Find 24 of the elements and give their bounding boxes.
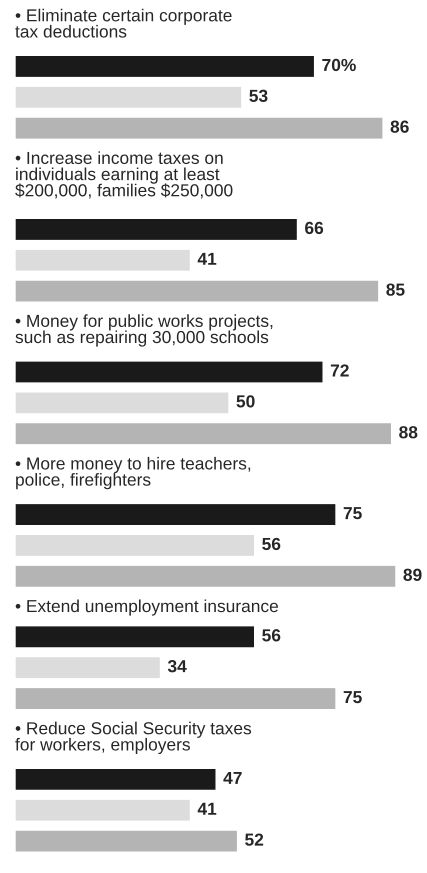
y-tick-label: • Increase income taxes on individuals earning at least $200,000, families $250,000 — [15, 151, 232, 198]
data-label: 70% — [322, 58, 356, 72]
data-label: 50 — [236, 395, 255, 408]
data-label: 56 — [262, 538, 280, 550]
data-label: 56 — [262, 629, 280, 642]
data-label: 85 — [386, 284, 405, 296]
y-tick-label: • More money to hire teachers, police, firefighters — [16, 456, 250, 490]
data-label: 88 — [399, 426, 418, 438]
data-label: 75 — [344, 691, 362, 704]
y-tick-label: • Reduce Social Security taxes for workers, employers — [15, 722, 252, 754]
data-label: 86 — [390, 120, 409, 133]
y-tick-label: • Eliminate certain corporate tax deductions — [15, 8, 232, 38]
y-tick-label: • Extend unemployment insurance — [16, 599, 278, 616]
data-label: 66 — [305, 222, 324, 234]
data-label: 75 — [344, 507, 362, 520]
data-label: 89 — [403, 568, 422, 581]
data-label: 47 — [223, 772, 242, 784]
data-label: 34 — [168, 660, 187, 672]
data-label: 41 — [198, 802, 216, 815]
data-label: 53 — [249, 90, 268, 102]
data-label: 52 — [245, 833, 264, 846]
data-label: 41 — [198, 252, 216, 265]
y-tick-label: • Money for public works projects, such as repairing 30,000 schools — [15, 314, 272, 347]
data-label: 72 — [330, 364, 349, 376]
